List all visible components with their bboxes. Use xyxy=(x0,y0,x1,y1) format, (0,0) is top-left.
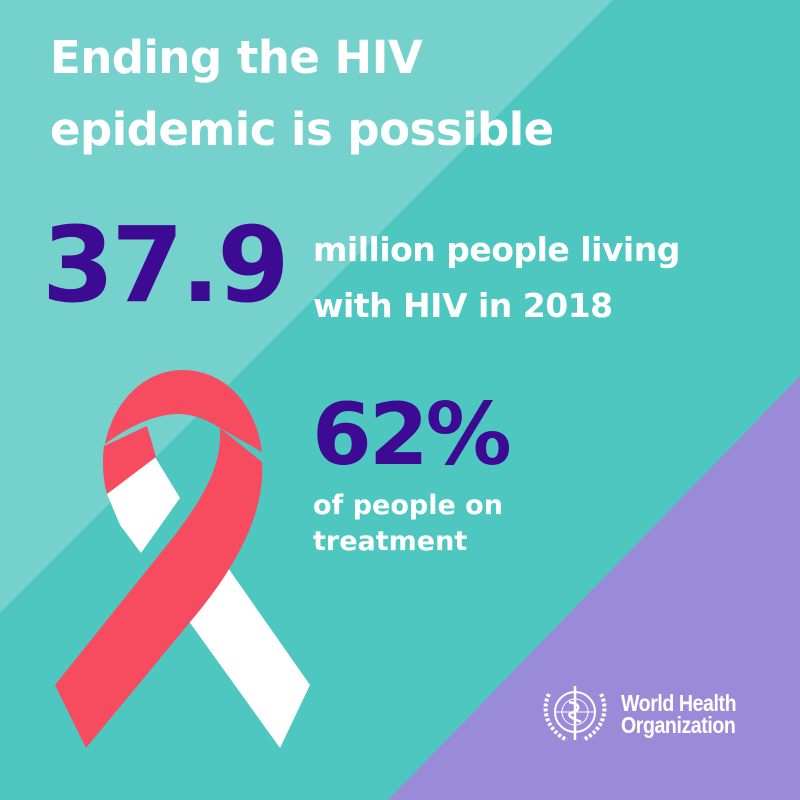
stat1-label-line-1: million people living xyxy=(313,230,680,269)
title-line-2: epidemic is possible xyxy=(50,103,554,156)
treatment-label: of people on treatment xyxy=(313,488,503,560)
who-emblem-icon xyxy=(543,686,607,742)
people-living-with-hiv-label: million people living with HIV in 2018 xyxy=(313,222,680,334)
stat2-label-line-2: treatment xyxy=(313,526,468,557)
title-line-1: Ending the HIV xyxy=(50,31,423,84)
people-living-with-hiv-number: 37.9 xyxy=(42,204,290,326)
who-name-line-1: World Health xyxy=(621,690,737,716)
who-name-line-2: Organization xyxy=(621,712,736,738)
treatment-percentage: 62% xyxy=(312,385,512,485)
purple-corner xyxy=(388,376,800,800)
who-name: World Health Organization xyxy=(621,690,737,738)
stat2-label-line-1: of people on xyxy=(313,490,503,521)
red-ribbon-icon xyxy=(55,370,310,748)
stat1-label-line-2: with HIV in 2018 xyxy=(313,286,613,325)
page-title: Ending the HIV epidemic is possible xyxy=(50,22,554,166)
who-logo: World Health Organization xyxy=(537,680,756,748)
